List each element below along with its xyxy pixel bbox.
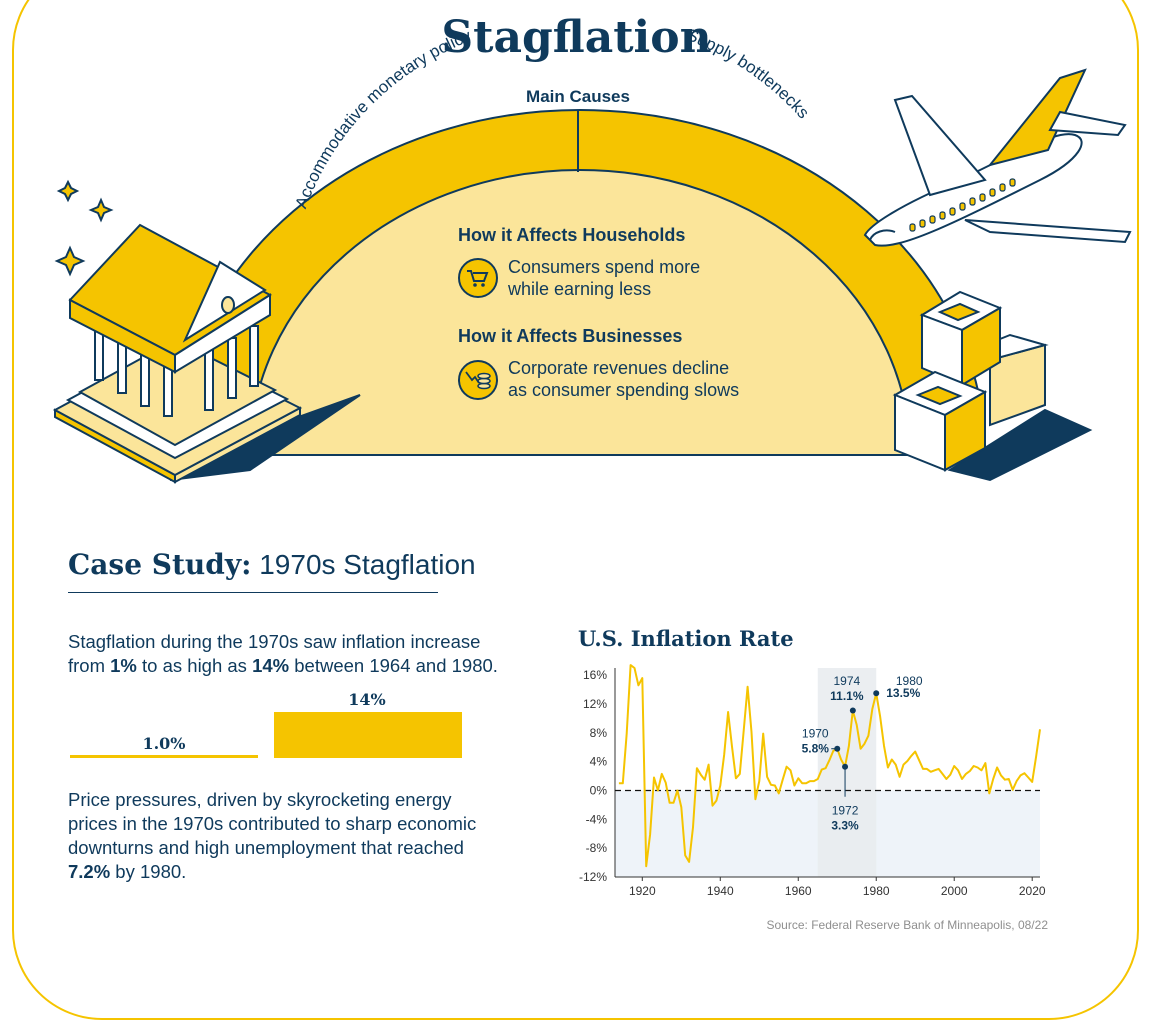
annotation-point-1974 xyxy=(849,707,856,714)
low-bar-label: 1.0% xyxy=(142,734,186,753)
coins-decline-icon xyxy=(458,360,498,400)
y-tick-label: 0% xyxy=(590,784,608,798)
high-bar-label: 14% xyxy=(348,690,386,709)
annotation-year-1974: 1974 xyxy=(833,674,860,688)
x-tick-label: 2020 xyxy=(1019,884,1046,898)
households-text-line2: while earning less xyxy=(507,279,651,299)
y-tick-label: 16% xyxy=(583,668,607,682)
case-study-title-rest: 1970s Stagflation xyxy=(259,549,476,580)
y-tick-label: 4% xyxy=(590,755,608,769)
chart-title: U.S. Inflation Rate xyxy=(578,626,794,651)
annotation-year-1980: 1980 xyxy=(896,674,923,688)
page-title: Stagflation xyxy=(441,12,712,63)
annotation-point-1970 xyxy=(834,745,841,752)
causes-illustration: Main Causes Accommodative monetary polic… xyxy=(52,25,1132,484)
annotation-value-1970: 5.8% xyxy=(802,742,830,756)
inflation-series-line xyxy=(618,664,1041,868)
annotation-value-1974: 11.1% xyxy=(830,689,864,703)
annotation-year-1972: 1972 xyxy=(832,804,859,818)
businesses-heading: How it Affects Businesses xyxy=(458,326,682,346)
y-tick-label: -8% xyxy=(586,841,608,855)
stagflation-highlight xyxy=(817,668,877,877)
y-tick-label: 12% xyxy=(583,697,607,711)
households-heading: How it Affects Households xyxy=(458,225,685,245)
high-inflation-bar xyxy=(274,712,462,758)
cart-icon xyxy=(458,258,498,298)
x-tick-label: 1960 xyxy=(785,884,812,898)
effects-arch-area xyxy=(248,169,912,456)
case-study-title-bold: Case Study: xyxy=(68,548,252,581)
y-tick-label: -4% xyxy=(586,812,608,826)
case-study-title: Case Study: 1970s Stagflation xyxy=(68,548,476,581)
chart-source: Source: Federal Reserve Bank of Minneapo… xyxy=(766,918,1049,932)
main-causes-heading: Main Causes xyxy=(526,87,630,106)
annotation-value-1972: 3.3% xyxy=(831,819,859,833)
x-tick-label: 1920 xyxy=(629,884,656,898)
case-study-paragraph-2: Price pressures, driven by skyrocketing … xyxy=(68,789,477,882)
airplane-icon xyxy=(863,68,1132,247)
sparkle-icon xyxy=(54,179,114,277)
x-tick-label: 2000 xyxy=(941,884,968,898)
annotation-point-1980 xyxy=(873,690,880,697)
case-study-paragraph-1: Stagflation during the 1970s saw inflati… xyxy=(68,631,498,676)
inflation-line-chart: 16% 12% 8% 4% 0% -4% -8% -12% 1920 1940 1960 1980 20… xyxy=(579,664,1046,898)
y-tick-label: -12% xyxy=(579,870,607,884)
annotation-point-1972 xyxy=(842,763,849,770)
low-inflation-bar xyxy=(70,754,258,758)
annotation-year-1970: 1970 xyxy=(802,727,829,741)
x-tick-label: 1940 xyxy=(707,884,734,898)
businesses-text-line1: Corporate revenues decline xyxy=(508,358,729,378)
households-text-line1: Consumers spend more xyxy=(508,257,700,277)
x-tick-label: 1980 xyxy=(863,884,890,898)
bank-building-icon xyxy=(52,223,361,484)
case-study-rule xyxy=(68,592,438,593)
businesses-text-line2: as consumer spending slows xyxy=(508,380,739,400)
cause-supply-bottlenecks: Supply bottlenecks xyxy=(684,25,813,122)
cargo-boxes-icon xyxy=(892,290,1093,482)
annotation-value-1980: 13.5% xyxy=(886,686,920,700)
y-tick-label: 8% xyxy=(590,726,608,740)
